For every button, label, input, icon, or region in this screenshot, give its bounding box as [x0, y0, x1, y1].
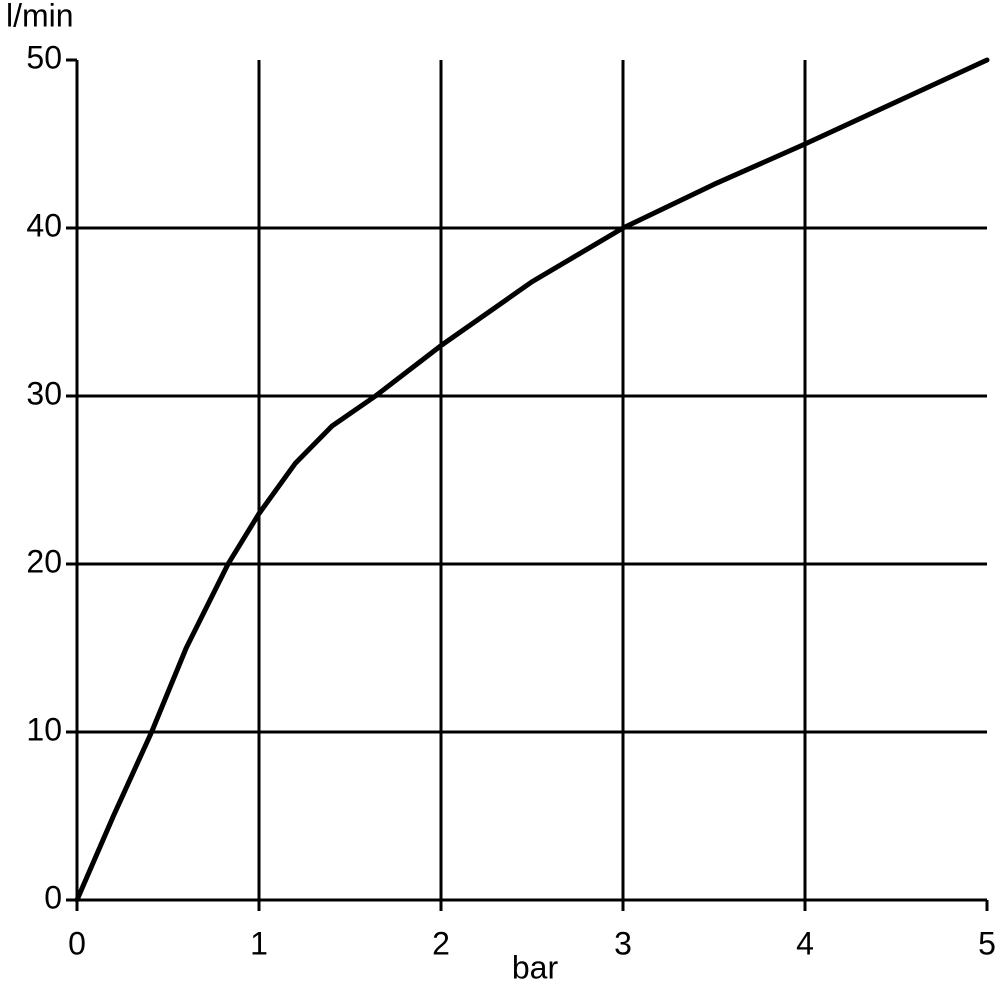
- x-tick-label: 4: [796, 925, 814, 961]
- x-tick-label: 2: [432, 925, 450, 961]
- x-tick-label: 0: [68, 925, 86, 961]
- y-tick-label: 10: [26, 711, 62, 747]
- x-tick-label: 3: [614, 925, 632, 961]
- y-tick-label: 30: [26, 375, 62, 411]
- data-line: [74, 57, 990, 903]
- y-tick-label: 0: [44, 879, 62, 915]
- x-axis-label: bar: [512, 949, 559, 985]
- y-axis-label: l/min: [6, 0, 74, 33]
- x-tick-label: 5: [978, 925, 996, 961]
- x-tick-label: 1: [250, 925, 268, 961]
- y-tick-label: 50: [26, 39, 62, 75]
- y-tick-label: 20: [26, 543, 62, 579]
- y-tick-label: 40: [26, 207, 62, 243]
